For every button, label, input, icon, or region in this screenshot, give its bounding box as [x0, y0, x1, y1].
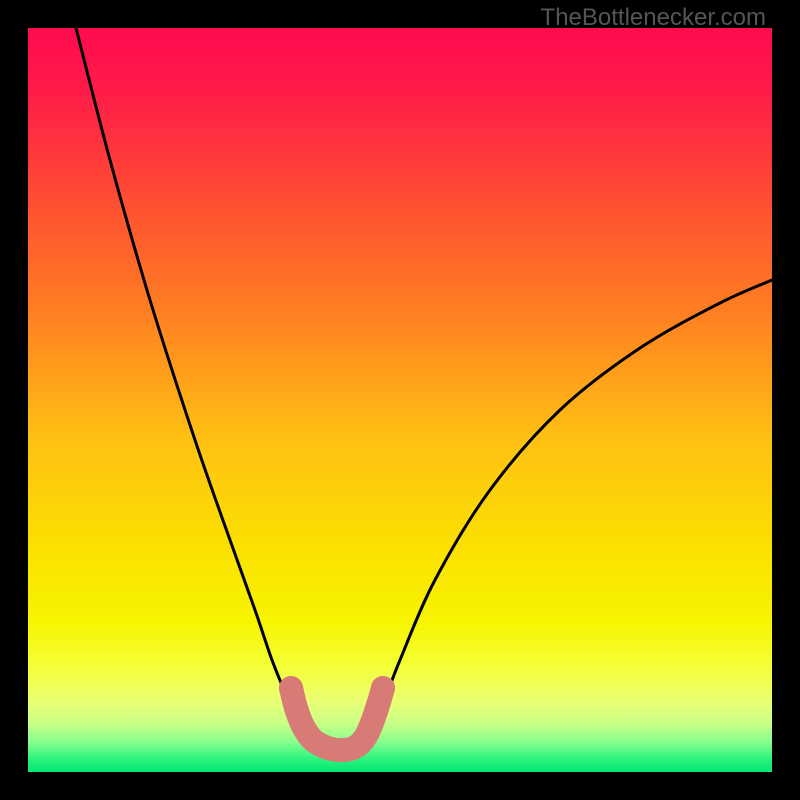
chart-root: TheBottlenecker.com [0, 0, 800, 800]
chart-svg [0, 0, 800, 800]
pink-end-dot [371, 676, 395, 700]
pink-end-dot [279, 676, 303, 700]
